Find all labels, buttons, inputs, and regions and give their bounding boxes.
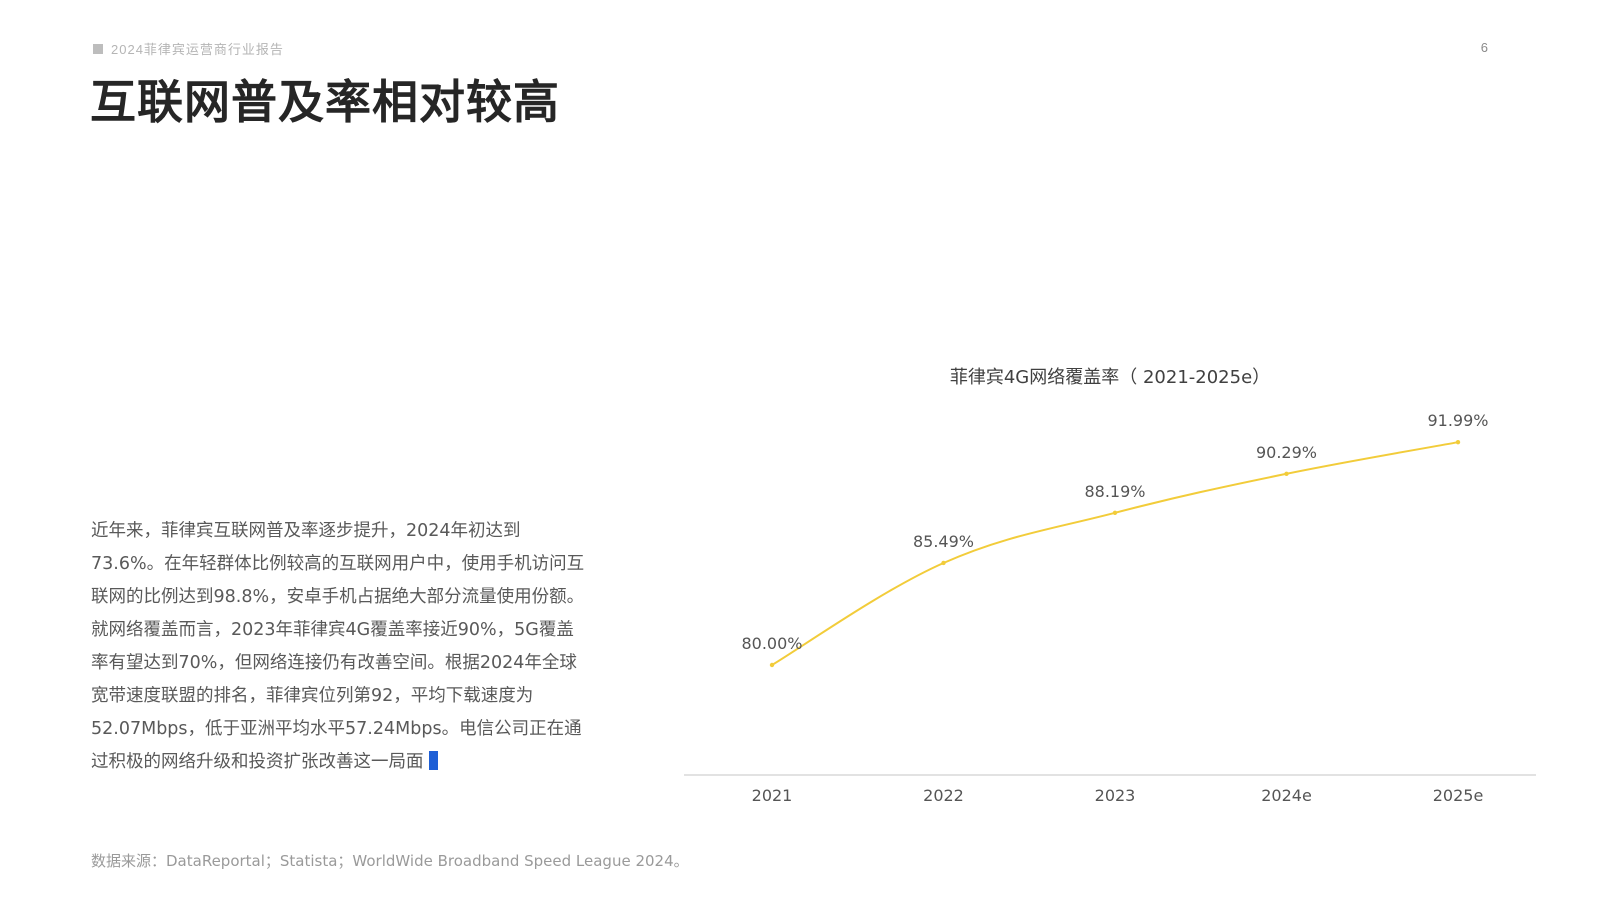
x-tick-label: 2023 [1095,786,1136,805]
body-text: 近年来，菲律宾互联网普及率逐步提升，2024年初达到73.6%。在年轻群体比例较… [91,515,586,779]
x-tick-label: 2022 [923,786,964,805]
line-chart: 80.00% 85.49% 88.19% 90.29% 91.99% 2021 2022 2… [684,411,1536,805]
data-point [1112,510,1118,516]
data-point [769,662,775,668]
page-title: 互联网普及率相对较高 [90,75,560,129]
data-point [1284,471,1289,476]
paragraph-2: 就网络覆盖而言，2023年菲律宾4G覆盖率接近90%，5G覆盖率有望达到70%，… [91,620,582,772]
data-label: 90.29% [1256,443,1317,462]
chart-title: 菲律宾4G网络覆盖率（ 2021-2025e） [949,367,1271,388]
data-label: 91.99% [1427,411,1488,430]
data-point [941,560,946,566]
x-tick-label: 2025e [1433,786,1484,805]
report-tag: 2024菲律宾运营商行业报告 [93,39,284,58]
text-cursor-marker [428,751,438,770]
data-label: 85.49% [913,532,974,551]
data-label: 80.00% [741,634,802,653]
data-point [1455,439,1461,445]
paragraph-1: 近年来，菲律宾互联网普及率逐步提升，2024年初达到73.6%。在年轻群体比例较… [91,521,585,607]
data-label: 88.19% [1084,482,1145,501]
x-tick-label: 2021 [752,786,793,805]
square-icon [93,43,103,54]
paragraph-2-wrap: 就网络覆盖而言，2023年菲律宾4G覆盖率接近90%，5G覆盖率有望达到70%，… [91,614,586,779]
page-number: 6 [1480,40,1488,55]
report-tag-text: 2024菲律宾运营商行业报告 [111,42,284,57]
series-line [771,441,1459,666]
source-note: 数据来源：DataReportal；Statista；WorldWide Bro… [91,852,689,870]
x-tick-label: 2024e [1261,786,1312,805]
